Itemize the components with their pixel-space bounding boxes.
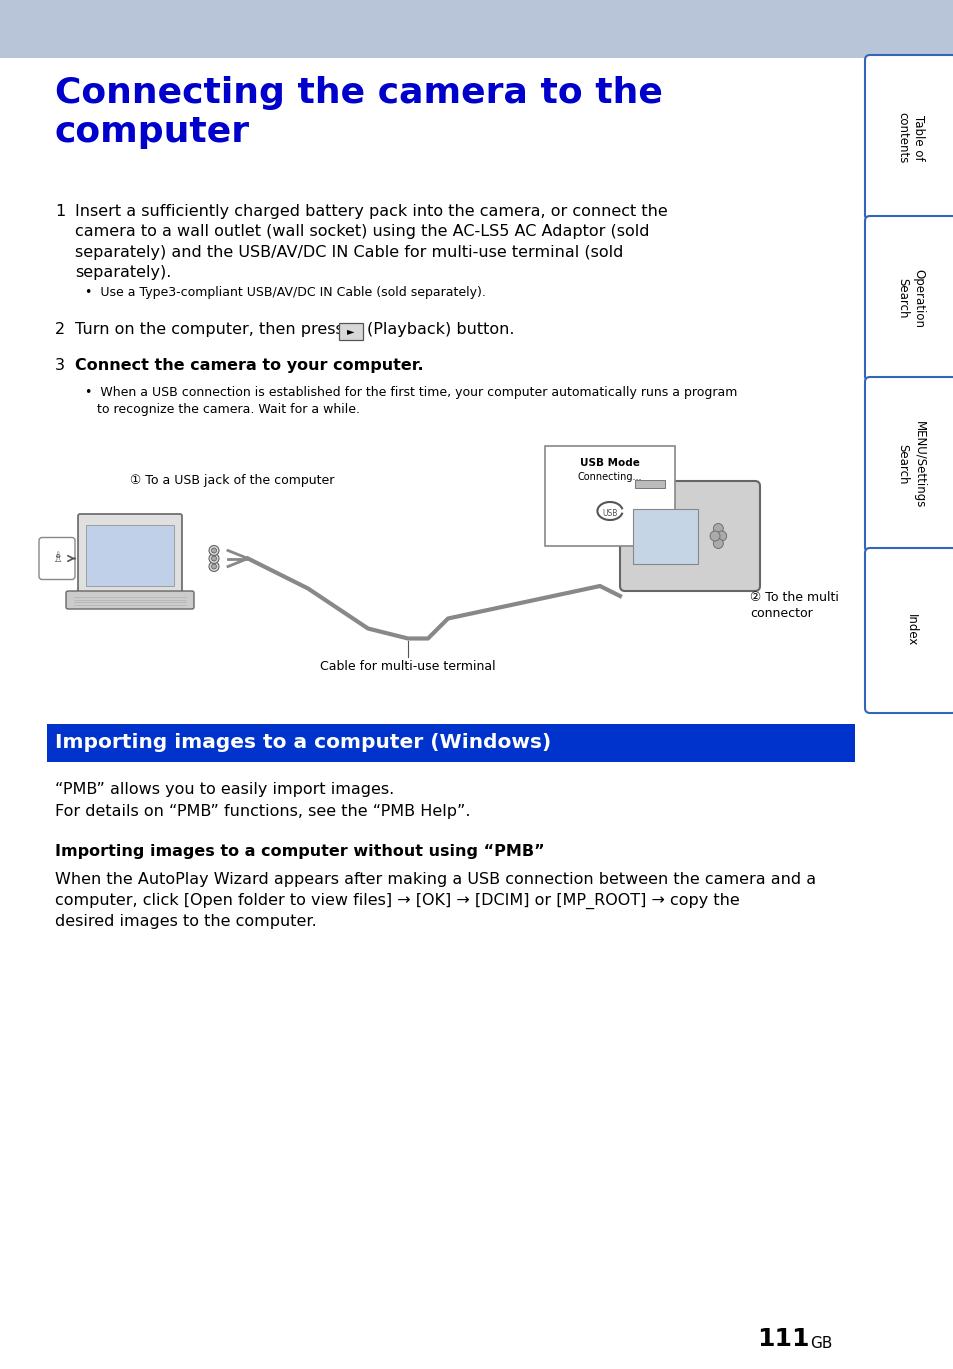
Text: Table of
contents: Table of contents — [896, 112, 924, 163]
FancyBboxPatch shape — [619, 481, 760, 591]
Text: 3: 3 — [55, 359, 65, 372]
Text: Importing images to a computer (Windows): Importing images to a computer (Windows) — [55, 734, 551, 753]
Text: MENU/Settings
Search: MENU/Settings Search — [896, 420, 924, 508]
Text: ① To a USB jack of the computer: ① To a USB jack of the computer — [130, 474, 334, 487]
Bar — [635, 481, 664, 487]
Circle shape — [212, 548, 216, 553]
FancyBboxPatch shape — [864, 55, 953, 220]
FancyBboxPatch shape — [78, 513, 182, 593]
Text: •  Use a Type3-compliant USB/AV/DC IN Cable (sold separately).: • Use a Type3-compliant USB/AV/DC IN Cab… — [85, 286, 485, 298]
Circle shape — [209, 553, 219, 564]
Bar — [0, 0, 953, 57]
Text: Index: Index — [903, 615, 917, 646]
Text: Connect the camera to your computer.: Connect the camera to your computer. — [75, 359, 423, 372]
Text: GB: GB — [809, 1336, 832, 1351]
FancyBboxPatch shape — [864, 376, 953, 552]
Circle shape — [716, 531, 726, 541]
Text: ② To the multi
connector: ② To the multi connector — [749, 591, 838, 620]
Circle shape — [713, 523, 722, 534]
Text: Connecting...: Connecting... — [578, 472, 641, 482]
Bar — [544, 446, 675, 546]
Text: USB: USB — [601, 508, 617, 517]
Text: Importing images to a computer without using “PMB”: Importing images to a computer without u… — [55, 845, 544, 858]
Text: USB Mode: USB Mode — [579, 459, 639, 468]
Circle shape — [209, 561, 219, 571]
Text: Insert a sufficiently charged battery pack into the camera, or connect the
camer: Insert a sufficiently charged battery pa… — [75, 204, 667, 281]
Text: “PMB” allows you to easily import images.: “PMB” allows you to easily import images… — [55, 782, 394, 797]
FancyBboxPatch shape — [864, 548, 953, 713]
Text: Operation
Search: Operation Search — [896, 268, 924, 329]
Text: 111: 111 — [757, 1327, 809, 1351]
Text: Connecting the camera to the
computer: Connecting the camera to the computer — [55, 77, 662, 149]
Text: Cable for multi-use terminal: Cable for multi-use terminal — [320, 660, 496, 674]
Circle shape — [709, 531, 720, 541]
Text: 1: 1 — [55, 204, 65, 219]
Bar — [633, 508, 698, 564]
Bar — [47, 724, 854, 763]
FancyBboxPatch shape — [864, 216, 953, 381]
Circle shape — [209, 545, 219, 556]
Circle shape — [212, 564, 216, 570]
FancyBboxPatch shape — [66, 591, 193, 609]
Circle shape — [212, 556, 216, 561]
Bar — [338, 323, 363, 340]
Text: •  When a USB connection is established for the first time, your computer automa: • When a USB connection is established f… — [85, 386, 737, 416]
Text: (Playback) button.: (Playback) button. — [367, 322, 514, 337]
Text: For details on “PMB” functions, see the “PMB Help”.: For details on “PMB” functions, see the … — [55, 804, 470, 819]
Text: Turn on the computer, then press: Turn on the computer, then press — [75, 322, 343, 337]
FancyBboxPatch shape — [39, 538, 75, 579]
Text: ♗: ♗ — [51, 552, 63, 565]
Text: When the AutoPlay Wizard appears after making a USB connection between the camer: When the AutoPlay Wizard appears after m… — [55, 872, 815, 930]
Text: ►: ► — [347, 326, 355, 337]
Text: 2: 2 — [55, 322, 65, 337]
Circle shape — [713, 538, 722, 549]
Bar — [86, 524, 173, 586]
